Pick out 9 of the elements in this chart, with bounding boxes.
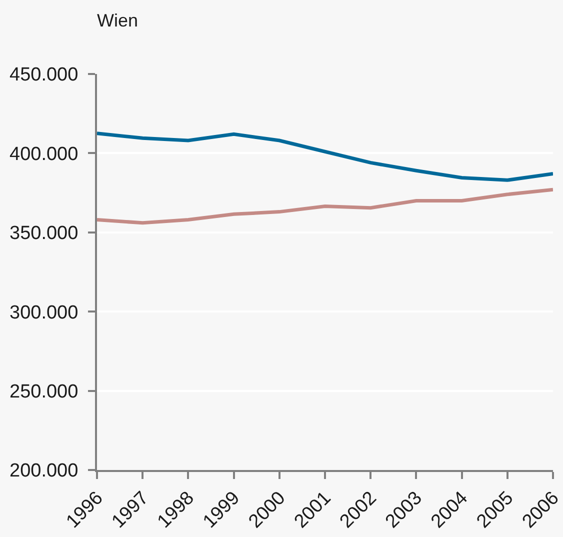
y-tick-label: 200.000 <box>10 460 78 482</box>
line-series <box>97 132 553 182</box>
chart-title: Wien <box>97 10 138 30</box>
y-tick-label: 400.000 <box>10 144 78 165</box>
y-tick-label: 300.000 <box>10 302 78 324</box>
y-tick-label: 350.000 <box>10 223 78 244</box>
y-tick-label: 450.000 <box>10 64 78 86</box>
line-series <box>97 188 553 225</box>
y-tick-label: 250.000 <box>10 381 78 402</box>
